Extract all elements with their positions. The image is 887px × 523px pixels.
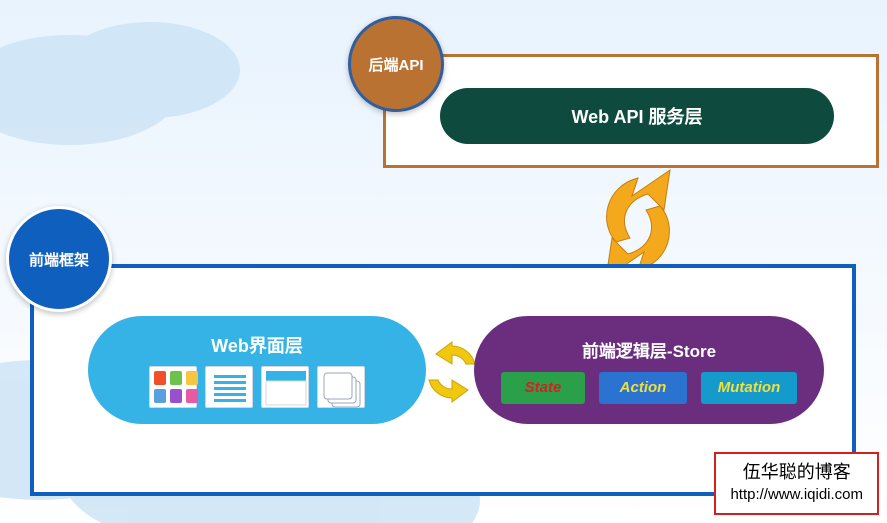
watermark-box: 伍华聪的博客 http://www.iqidi.com	[714, 452, 879, 515]
browser-window-icon	[261, 366, 309, 408]
document-icon	[205, 366, 253, 408]
web-ui-layer-label: Web界面层	[211, 332, 303, 358]
ui-icons-row	[149, 366, 365, 408]
puzzle-icon	[149, 366, 197, 408]
frontend-logic-store-pill: 前端逻辑层-Store State Action Mutation	[474, 316, 824, 424]
web-api-service-label: Web API 服务层	[571, 103, 702, 129]
frontend-logic-store-label: 前端逻辑层-Store	[582, 337, 716, 362]
backend-api-badge: 后端API	[348, 16, 444, 112]
cards-stack-icon	[317, 366, 365, 408]
frontend-framework-label: 前端框架	[29, 249, 89, 270]
watermark-url: http://www.iqidi.com	[730, 485, 863, 505]
frontend-framework-badge: 前端框架	[6, 206, 112, 312]
web-api-service-pill: Web API 服务层	[440, 88, 834, 144]
store-tag-state: State	[501, 372, 585, 404]
watermark-title: 伍华聪的博客	[730, 460, 863, 484]
store-tags-row: State Action Mutation	[501, 372, 797, 404]
store-tag-action: Action	[599, 372, 687, 404]
web-ui-layer-pill: Web界面层	[88, 316, 426, 424]
backend-api-label: 后端API	[368, 54, 423, 75]
store-tag-mutation: Mutation	[701, 372, 797, 404]
